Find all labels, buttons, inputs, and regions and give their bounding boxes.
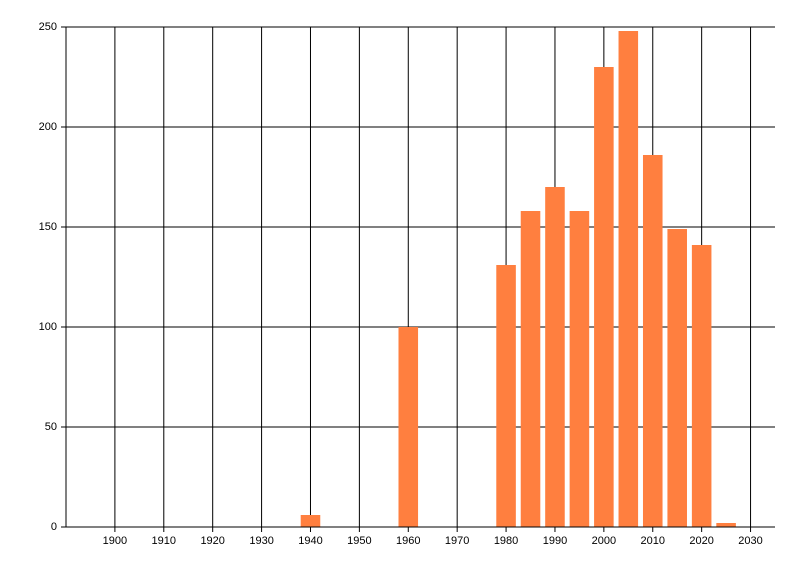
bar xyxy=(716,523,736,527)
y-tick-label: 250 xyxy=(39,21,57,33)
y-tick-label: 150 xyxy=(39,221,57,233)
x-tick-label: 2030 xyxy=(738,535,762,547)
x-tick-label: 1960 xyxy=(396,535,420,547)
x-tick-label: 1950 xyxy=(347,535,371,547)
y-tick-label: 0 xyxy=(51,521,57,533)
x-tick-label: 1940 xyxy=(298,535,322,547)
y-tick-label: 100 xyxy=(39,321,57,333)
x-tick-label: 1900 xyxy=(103,535,127,547)
bar xyxy=(594,67,614,527)
bar xyxy=(398,327,419,527)
bar xyxy=(642,155,663,527)
x-tick-label: 1930 xyxy=(249,535,273,547)
bar xyxy=(569,211,590,527)
bar xyxy=(667,229,687,527)
bar xyxy=(545,187,565,527)
bar xyxy=(520,211,541,527)
x-tick-label: 1980 xyxy=(494,535,518,547)
y-tick-label: 50 xyxy=(45,421,57,433)
bar xyxy=(618,31,639,527)
x-tick-label: 2000 xyxy=(592,535,616,547)
x-tick-label: 1910 xyxy=(152,535,176,547)
y-tick-label: 200 xyxy=(39,121,57,133)
bar xyxy=(300,515,321,527)
x-tick-label: 2020 xyxy=(689,535,713,547)
x-tick-label: 1920 xyxy=(200,535,224,547)
x-tick-label: 2010 xyxy=(641,535,665,547)
x-tick-label: 1990 xyxy=(543,535,567,547)
x-tick-label: 1970 xyxy=(445,535,469,547)
bar xyxy=(691,245,712,527)
bar xyxy=(496,265,516,527)
